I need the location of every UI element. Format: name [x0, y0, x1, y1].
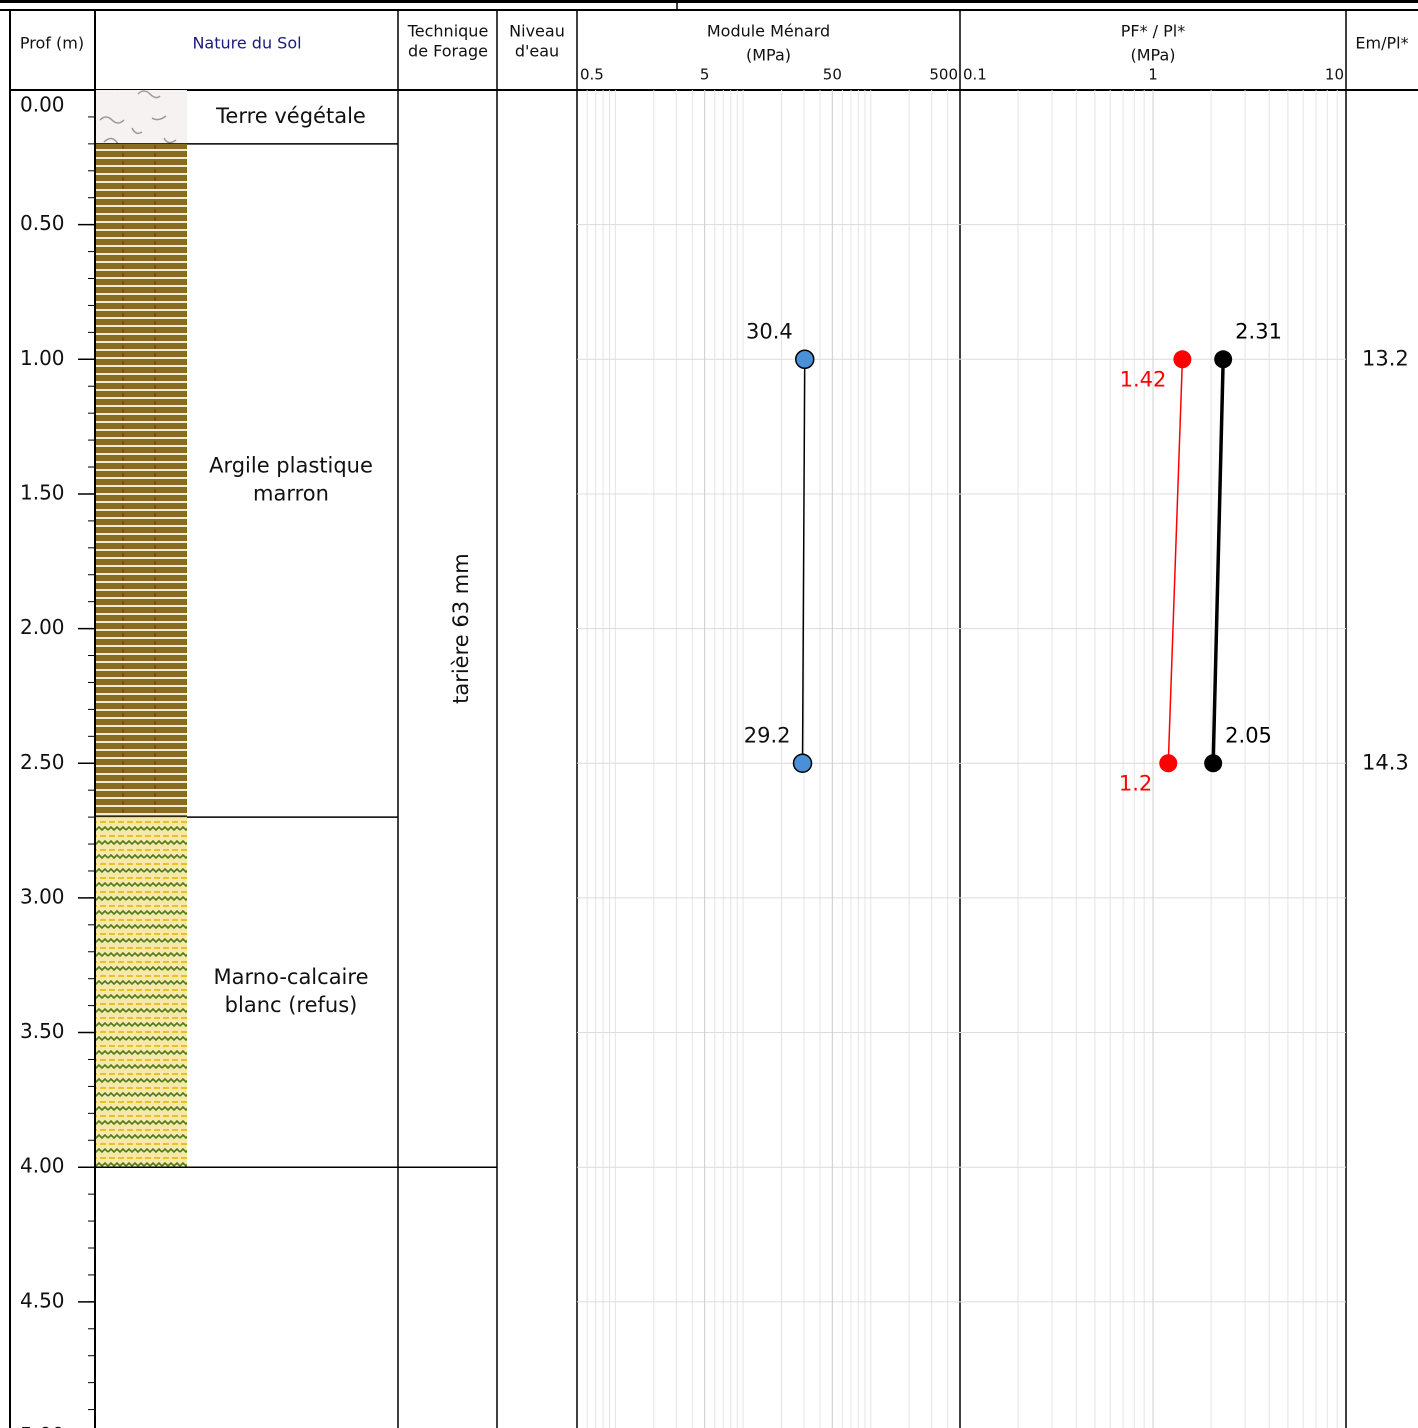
series-line — [1213, 359, 1223, 763]
depth-tick-label: 4.00 — [20, 1154, 65, 1178]
depth-tick-label: 2.00 — [20, 615, 65, 639]
x-tick-label: 1 — [1148, 66, 1158, 84]
depth-tick-label: 5.00 — [20, 1423, 65, 1428]
depth-tick-label: 1.00 — [20, 346, 65, 370]
header-water: d'eau — [515, 42, 559, 61]
data-label: 2.31 — [1235, 319, 1282, 343]
borehole-log: Prof (m) Nature du Sol Technique de Fora… — [0, 0, 1418, 1428]
chart-title: Module Ménard — [707, 22, 830, 41]
data-point — [796, 350, 814, 368]
series-line — [1168, 359, 1182, 763]
depth-tick-label: 0.00 — [20, 93, 65, 117]
data-point — [794, 754, 812, 772]
layer-label: blanc (refus) — [225, 993, 358, 1017]
soil-pattern — [96, 144, 187, 817]
data-label: 30.4 — [746, 319, 793, 343]
ratio-value: 14.3 — [1362, 750, 1409, 774]
layer-label: Argile plastique — [209, 453, 373, 477]
data-label: 1.2 — [1119, 771, 1152, 795]
data-point — [1159, 754, 1177, 772]
soil-pattern — [96, 817, 187, 1167]
depth-tick-label: 3.00 — [20, 884, 65, 908]
chart-title: (MPa) — [746, 46, 791, 65]
x-tick-label: 500 — [929, 66, 958, 84]
x-tick-label: 0.1 — [963, 66, 987, 84]
data-label: 1.42 — [1120, 367, 1167, 391]
layer-label: Marno-calcaire — [214, 965, 369, 989]
header-ratio: Em/Pl* — [1355, 34, 1408, 53]
drilling-interval — [398, 90, 497, 1167]
chart-title: (MPa) — [1130, 46, 1175, 65]
layer-label: Terre végétale — [215, 104, 366, 128]
frame — [0, 0, 1418, 1428]
depth-tick-label: 2.50 — [20, 750, 65, 774]
data-point — [1214, 350, 1232, 368]
depth-tick-label: 3.50 — [20, 1019, 65, 1043]
chart-title: PF* / Pl* — [1121, 22, 1186, 41]
header-depth: Prof (m) — [20, 34, 84, 53]
depth-tick-label: 1.50 — [20, 480, 65, 504]
data-label: 2.05 — [1225, 723, 1272, 747]
data-label: 29.2 — [744, 723, 791, 747]
x-tick-label: 0.5 — [580, 66, 604, 84]
depth-tick-label: 4.50 — [20, 1288, 65, 1312]
data-point — [1204, 754, 1222, 772]
x-tick-label: 10 — [1325, 66, 1344, 84]
data-point — [1173, 350, 1191, 368]
depth-tick-label: 0.50 — [20, 211, 65, 235]
x-tick-label: 5 — [700, 66, 710, 84]
header-technique: Technique — [407, 22, 489, 41]
layer-label: marron — [253, 481, 329, 505]
x-tick-label: 50 — [823, 66, 842, 84]
soil-pattern — [96, 90, 187, 144]
header-soil: Nature du Sol — [192, 34, 301, 53]
header-technique: de Forage — [408, 42, 488, 61]
ratio-value: 13.2 — [1362, 346, 1409, 370]
drilling-label: tarière 63 mm — [449, 553, 473, 704]
header-water: Niveau — [509, 22, 565, 41]
top-border — [0, 0, 1418, 3]
